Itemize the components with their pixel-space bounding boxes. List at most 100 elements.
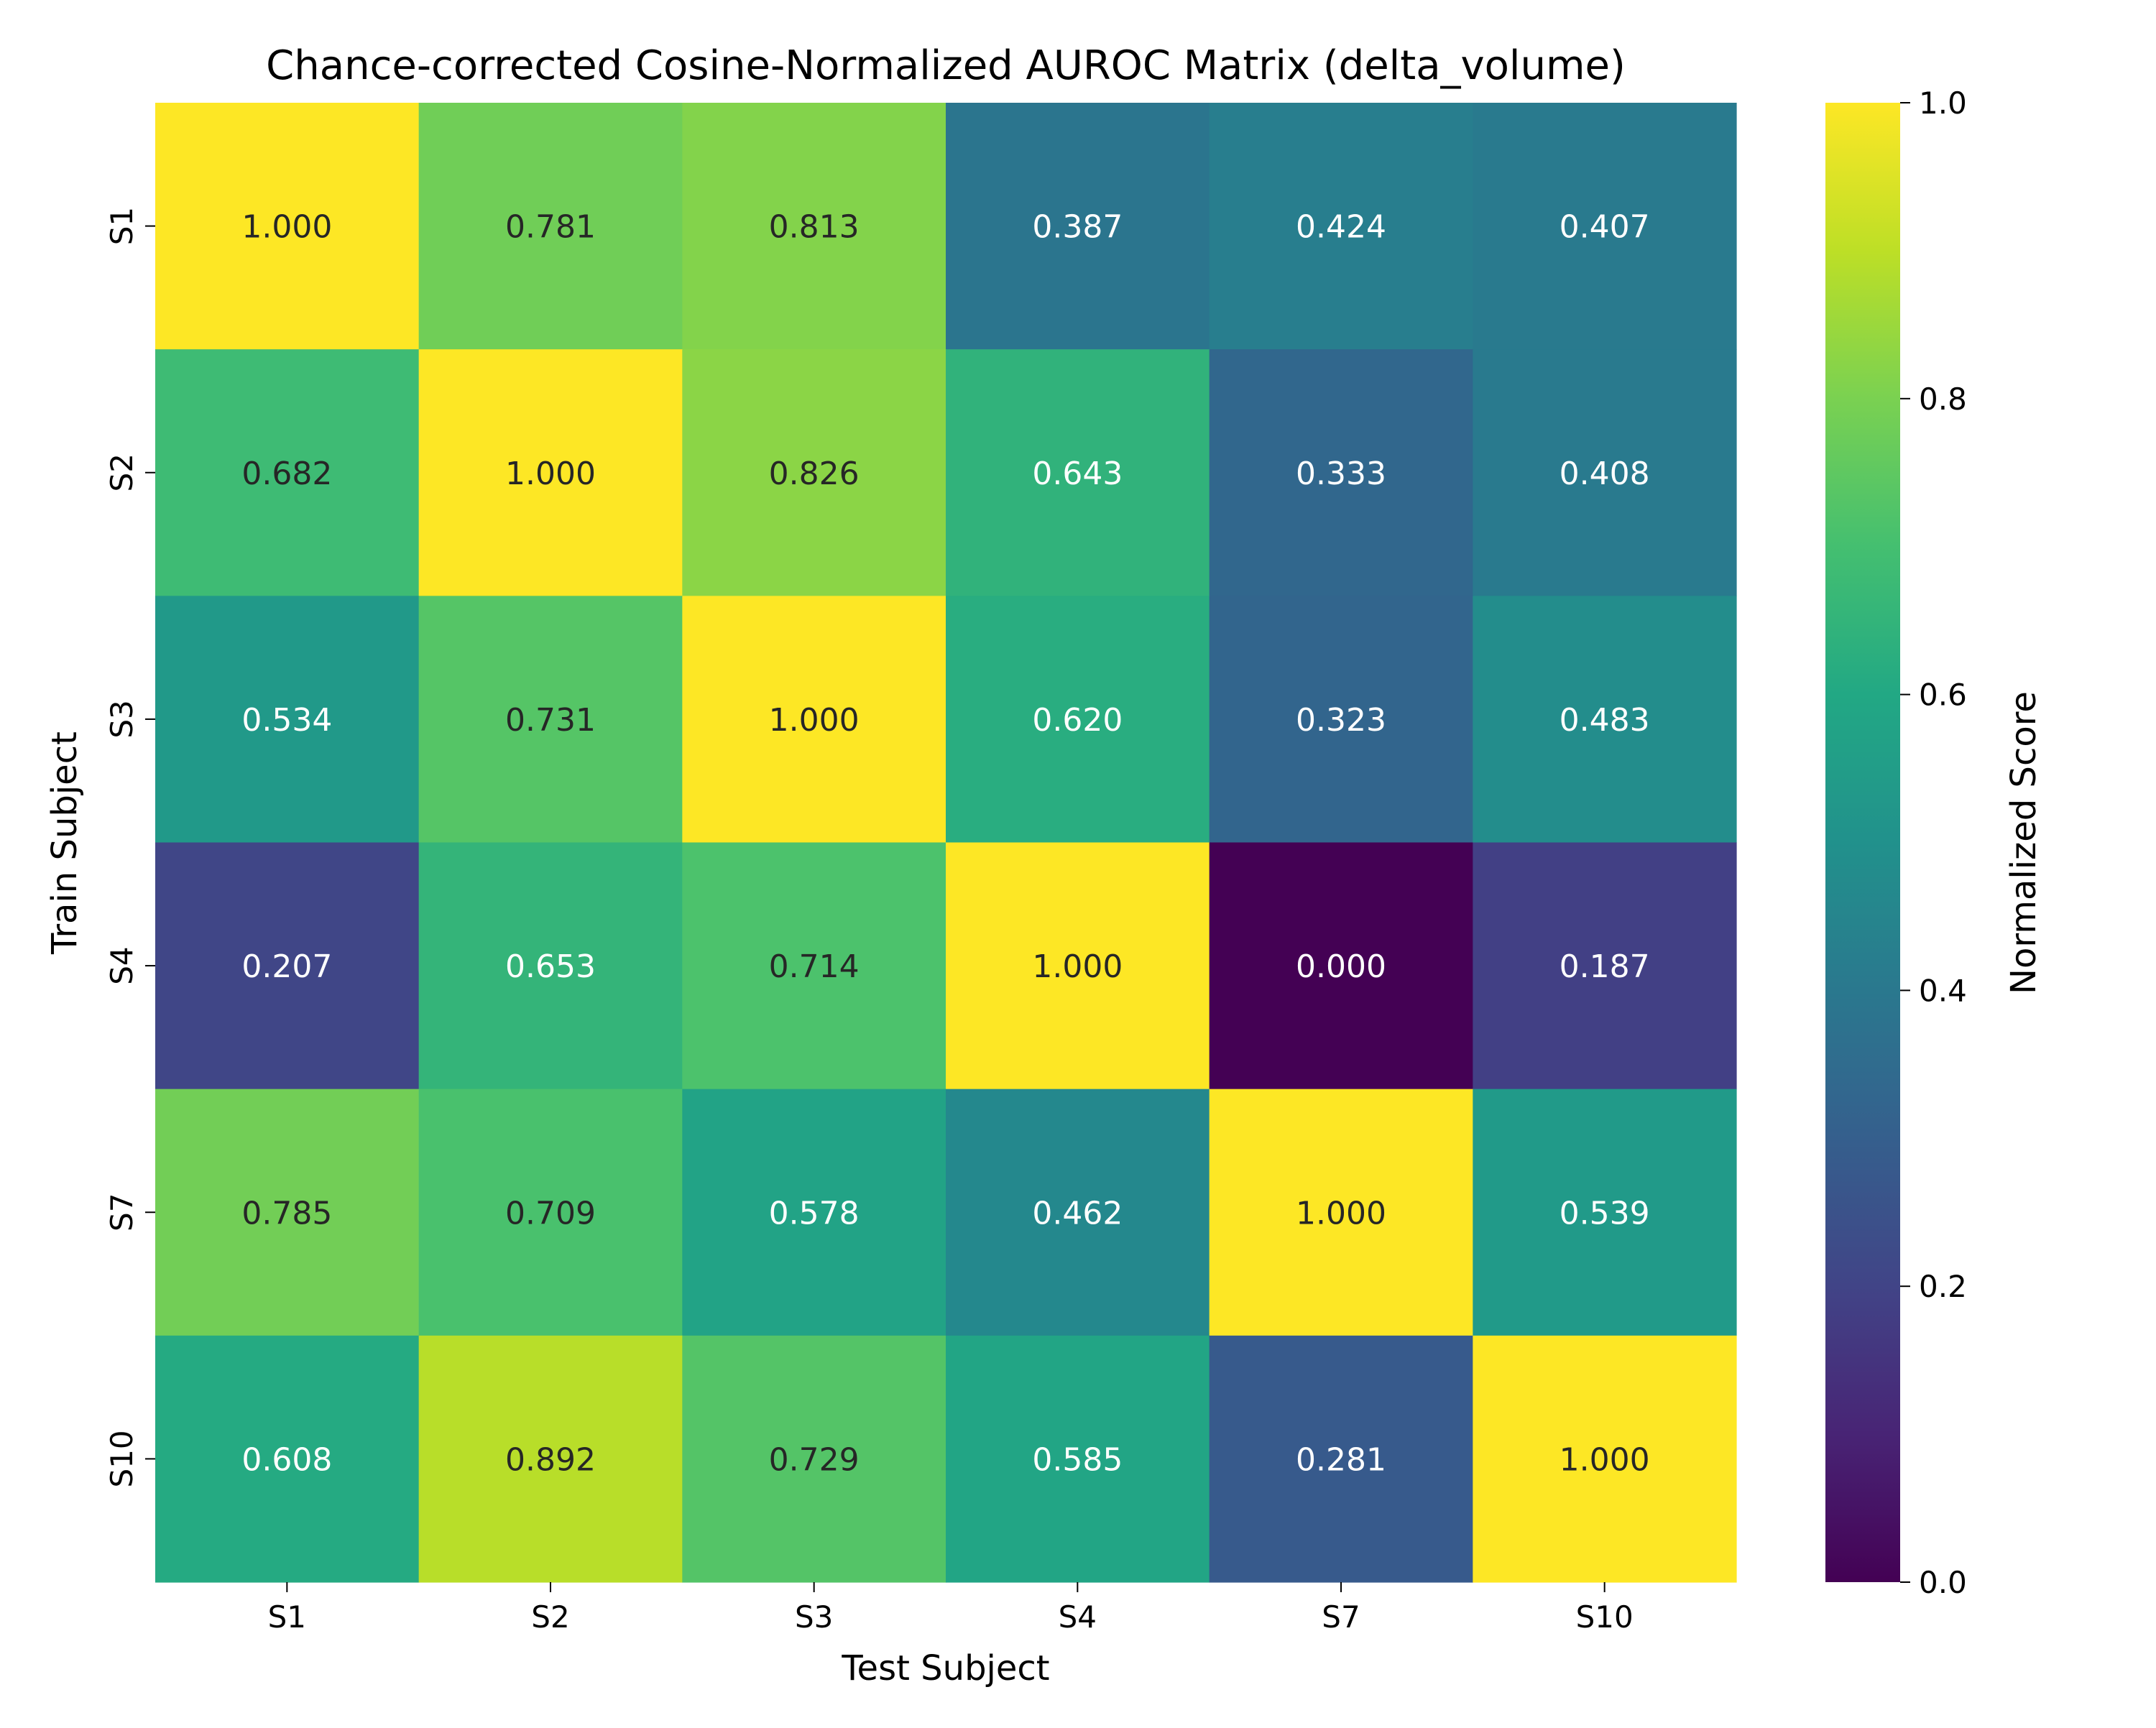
y-axis: S1 S2 S3 S4 S7 S10 <box>104 207 155 1487</box>
cell-value-label: 0.483 <box>1560 702 1650 739</box>
colorbar-tick-label: 0.4 <box>1919 973 1967 1008</box>
heatmap-cell <box>1473 1089 1737 1336</box>
cell-value-label: 0.785 <box>241 1195 332 1232</box>
cell-value-label: 0.387 <box>1032 209 1123 246</box>
colorbar-tick-label: 0.8 <box>1919 382 1967 417</box>
cell-value-label: 0.539 <box>1560 1195 1650 1232</box>
heatmap-cell <box>155 349 420 596</box>
heatmap-cell <box>946 103 1210 350</box>
heatmap-cells <box>155 103 1737 1583</box>
heatmap-cell <box>682 1335 946 1583</box>
heatmap-cell <box>1473 349 1737 596</box>
heatmap-cell <box>1473 103 1737 350</box>
heatmap-cell <box>946 1089 1210 1336</box>
heatmap-cell <box>155 842 420 1090</box>
cell-value-labels: 1.000 0.781 0.813 0.387 0.424 0.407 0.682 1.000… <box>241 209 1649 1479</box>
heatmap-cell <box>1209 1335 1473 1583</box>
y-tick-label: S4 <box>104 946 139 984</box>
x-tick-label: S1 <box>268 1599 306 1635</box>
colorbar-label: Normalized Score <box>2004 691 2044 994</box>
colorbar-tick-label: 1.0 <box>1919 86 1967 121</box>
cell-value-label: 0.731 <box>505 702 596 739</box>
heatmap-cell <box>682 103 946 350</box>
cell-value-label: 0.323 <box>1296 702 1386 739</box>
heatmap-cell <box>1209 596 1473 844</box>
cell-value-label: 0.281 <box>1296 1441 1386 1478</box>
y-tick-label: S2 <box>104 453 139 491</box>
cell-value-label: 1.000 <box>1032 948 1123 985</box>
cell-value-label: 0.729 <box>769 1441 860 1478</box>
heatmap-cell <box>946 349 1210 596</box>
heatmap-cell <box>946 1335 1210 1583</box>
colorbar-tick-label: 0.0 <box>1919 1565 1967 1600</box>
heatmap-cell <box>946 842 1210 1090</box>
heatmap-cell <box>682 596 946 844</box>
heatmap-cell <box>1473 596 1737 844</box>
cell-value-label: 0.000 <box>1296 948 1386 985</box>
cell-value-label: 0.709 <box>505 1195 596 1232</box>
cell-value-label: 0.408 <box>1560 456 1650 492</box>
cell-value-label: 0.608 <box>241 1441 332 1478</box>
cell-value-label: 0.682 <box>241 456 332 492</box>
heatmap-cell <box>418 349 683 596</box>
heatmap-cell <box>682 842 946 1090</box>
cell-value-label: 0.714 <box>769 948 860 985</box>
cell-value-label: 1.000 <box>505 456 596 492</box>
heatmap-cell <box>946 596 1210 844</box>
cell-value-label: 0.781 <box>505 209 596 246</box>
x-tick-label: S10 <box>1576 1599 1634 1635</box>
cell-value-label: 0.578 <box>769 1195 860 1232</box>
heatmap-cell <box>418 103 683 350</box>
cell-value-label: 0.620 <box>1032 702 1123 739</box>
chart-title: Chance-corrected Cosine-Normalized AUROC… <box>266 42 1626 89</box>
cell-value-label: 0.333 <box>1296 456 1386 492</box>
x-tick-label: S4 <box>1059 1599 1097 1635</box>
colorbar-tick-label: 0.6 <box>1919 678 1967 713</box>
x-tick-label: S7 <box>1322 1599 1360 1635</box>
colorbar-gradient <box>1825 103 1900 1582</box>
heatmap-cell <box>1473 842 1737 1090</box>
heatmap-cell <box>1473 1335 1737 1583</box>
cell-value-label: 0.407 <box>1560 209 1650 246</box>
x-axis-label: Test Subject <box>841 1648 1049 1688</box>
colorbar-tick-label: 0.2 <box>1919 1269 1967 1304</box>
heatmap-cell <box>155 596 420 844</box>
heatmap-cell <box>155 103 420 350</box>
cell-value-label: 0.207 <box>241 948 332 985</box>
cell-value-label: 0.643 <box>1032 456 1123 492</box>
heatmap-cell <box>1209 1089 1473 1336</box>
heatmap-cell <box>418 596 683 844</box>
x-tick-label: S2 <box>531 1599 569 1635</box>
colorbar: 0.0 0.2 0.4 0.6 0.8 1.0 <box>1825 86 1967 1600</box>
y-tick-label: S3 <box>104 700 139 738</box>
cell-value-label: 0.462 <box>1032 1195 1123 1232</box>
heatmap-cell <box>1209 349 1473 596</box>
heatmap-cell <box>418 842 683 1090</box>
cell-value-label: 0.187 <box>1560 948 1650 985</box>
y-tick-label: S10 <box>104 1430 139 1487</box>
cell-value-label: 1.000 <box>1560 1441 1650 1478</box>
heatmap-cell <box>155 1089 420 1336</box>
y-tick-label: S1 <box>104 207 139 245</box>
heatmap-cell <box>155 1335 420 1583</box>
cell-value-label: 0.585 <box>1032 1441 1123 1478</box>
heatmap-cell <box>418 1335 683 1583</box>
cell-value-label: 0.534 <box>241 702 332 739</box>
cell-value-label: 0.892 <box>505 1441 596 1478</box>
heatmap-cell <box>1209 842 1473 1090</box>
heatmap-cell <box>682 349 946 596</box>
heatmap-cell <box>418 1089 683 1336</box>
x-axis: S1 S2 S3 S4 S7 S10 <box>268 1582 1634 1635</box>
heatmap-cell <box>1209 103 1473 350</box>
x-tick-label: S3 <box>795 1599 833 1635</box>
cell-value-label: 1.000 <box>769 702 860 739</box>
cell-value-label: 1.000 <box>1296 1195 1386 1232</box>
cell-value-label: 0.813 <box>769 209 860 246</box>
cell-value-label: 0.653 <box>505 948 596 985</box>
y-tick-label: S7 <box>104 1193 139 1232</box>
heatmap-cell <box>682 1089 946 1336</box>
y-axis-label: Train Subject <box>45 731 85 955</box>
cell-value-label: 0.826 <box>769 456 860 492</box>
